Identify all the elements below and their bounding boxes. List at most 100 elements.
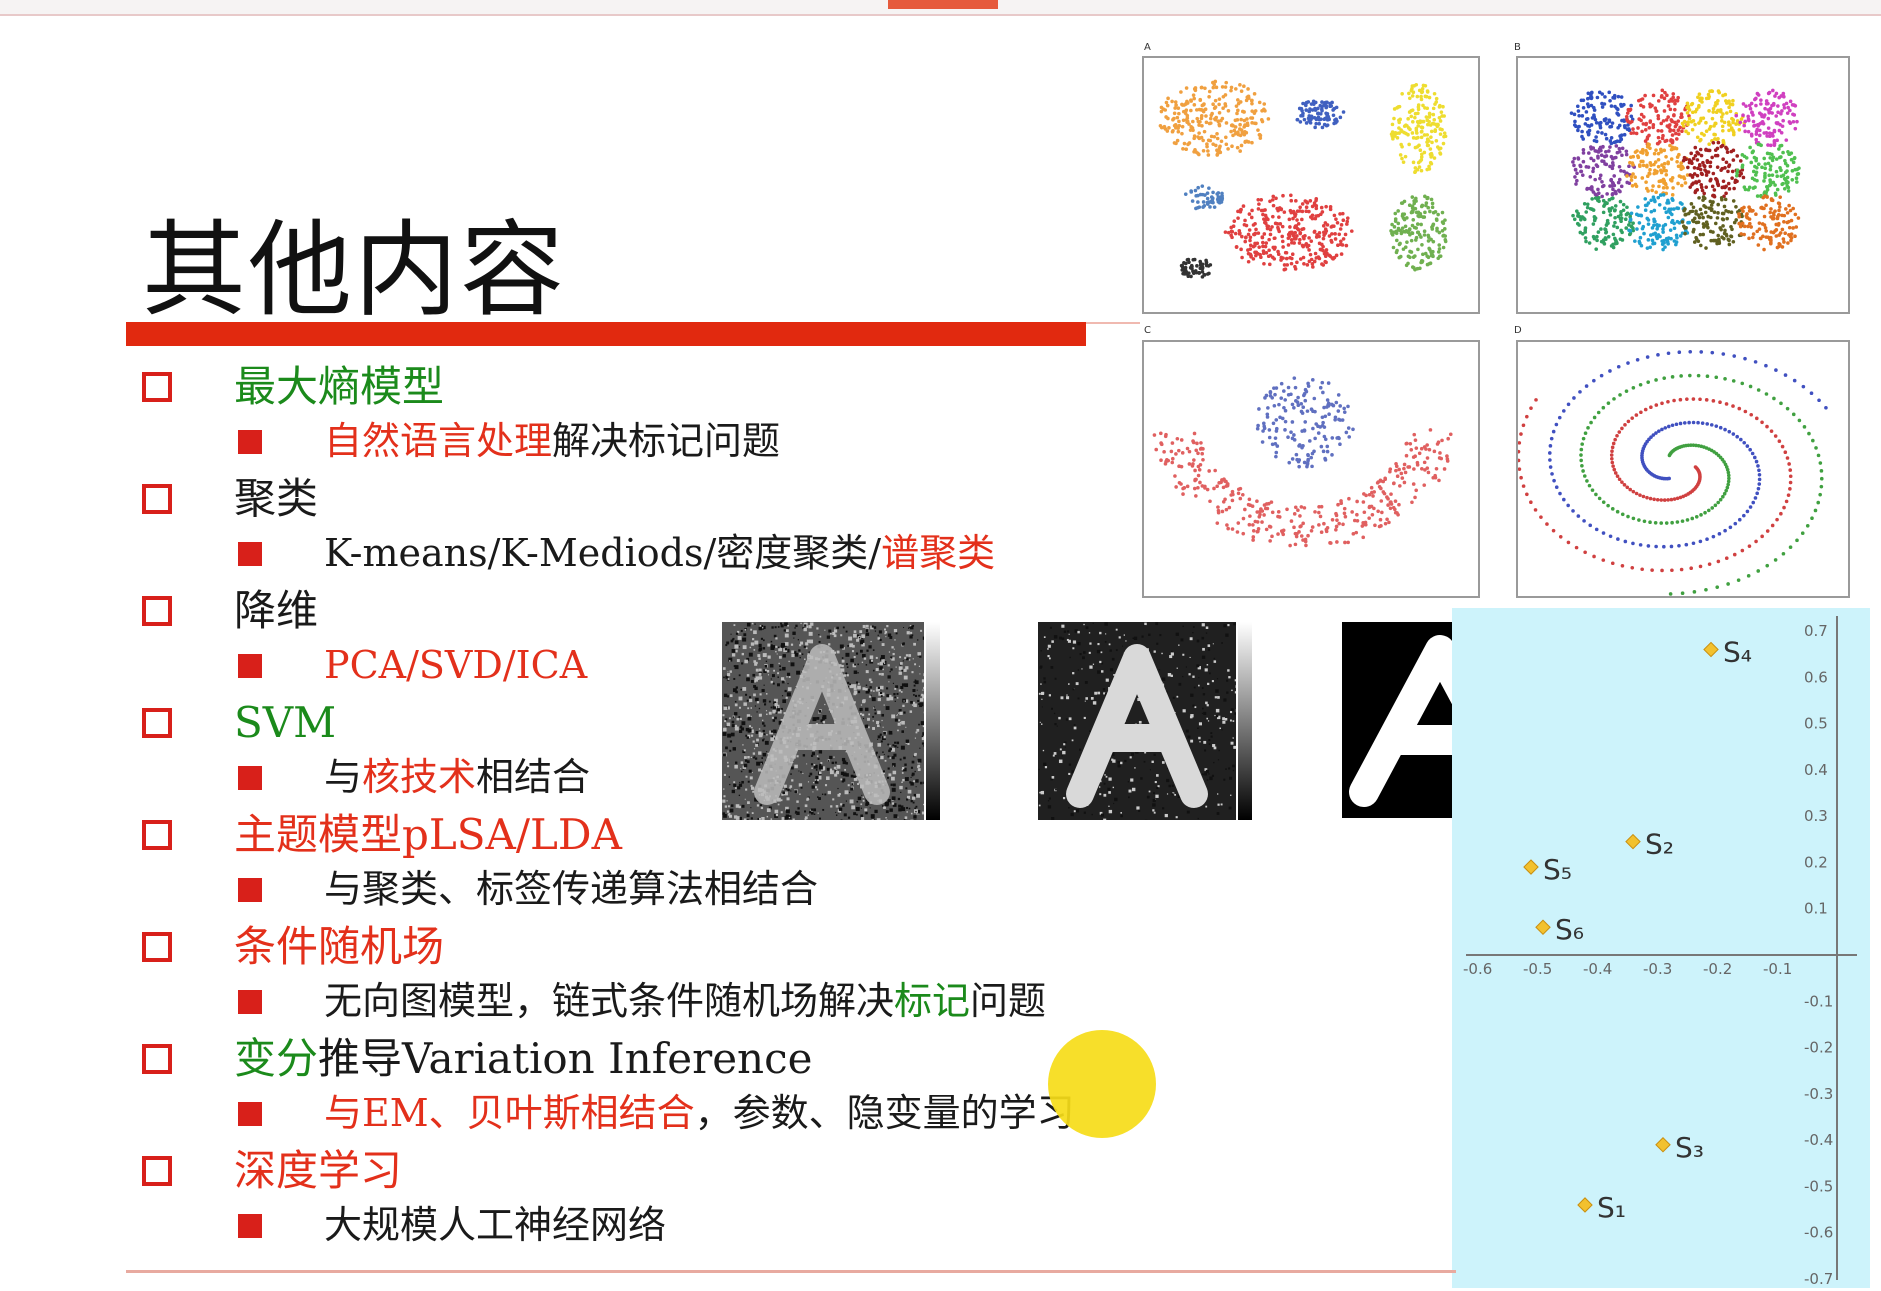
bullet-subitem-text: 自然语言处理 bbox=[324, 419, 553, 463]
checkbox-bullet-icon bbox=[142, 372, 172, 402]
scatter-point-label: S₃ bbox=[1675, 1131, 1704, 1164]
square-bullet-icon bbox=[238, 654, 262, 678]
slide-bottom-line bbox=[126, 1270, 1456, 1273]
letter-image-partial bbox=[1038, 622, 1236, 820]
bullet-subitem-text: PCA/SVD/ICA bbox=[324, 643, 588, 687]
colorbar-1 bbox=[926, 622, 940, 820]
scatter-point bbox=[1655, 1136, 1671, 1153]
bullet-subitem: K-means/K-Mediods/密度聚类/谱聚类 bbox=[324, 530, 995, 576]
bullet-subitem-text: 核技术 bbox=[362, 755, 477, 799]
panel-label-a: A bbox=[1144, 42, 1151, 53]
pointer-highlight bbox=[1048, 1030, 1156, 1138]
bullet-subitem-text: 与EM、贝叶斯相结合 bbox=[324, 1091, 695, 1135]
title-underline-bar bbox=[126, 322, 1086, 346]
y-tick-label: 0.7 bbox=[1804, 622, 1828, 640]
cluster-plot-c bbox=[1152, 376, 1453, 548]
bullet-heading-text: 推导Variation Inference bbox=[318, 1034, 813, 1083]
bullet-subitem: 与EM、贝叶斯相结合，参数、隐变量的学习 bbox=[324, 1090, 1075, 1136]
bullet-heading-text: 变分 bbox=[234, 1034, 319, 1083]
scatter-point bbox=[1625, 833, 1641, 850]
square-bullet-icon bbox=[238, 766, 262, 790]
x-tick-label: -0.2 bbox=[1703, 960, 1732, 978]
bullet-subitem-text: 大规模人工神经网络 bbox=[324, 1203, 667, 1247]
bullet-subitem-text: 问题 bbox=[970, 979, 1047, 1023]
panel-label-c: C bbox=[1144, 325, 1151, 336]
checkbox-bullet-icon bbox=[142, 484, 172, 514]
y-tick-label: 0.6 bbox=[1804, 668, 1828, 686]
scatter-point bbox=[1523, 859, 1539, 875]
bullet-heading: 主题模型pLSA/LDA bbox=[234, 810, 622, 860]
panel-label-b: B bbox=[1514, 42, 1521, 53]
scatter-point bbox=[1703, 641, 1719, 658]
checkbox-bullet-icon bbox=[142, 708, 172, 738]
letter-a-partial bbox=[1038, 622, 1236, 820]
checkbox-bullet-icon bbox=[142, 1156, 172, 1186]
cluster-panel-a bbox=[1142, 56, 1480, 314]
slide-title: 其他内容 bbox=[142, 209, 567, 331]
scatter-point-label: S₄ bbox=[1723, 636, 1752, 669]
bullet-subitem: 与聚类、标签传递算法相结合 bbox=[324, 866, 818, 912]
y-tick-label: -0.3 bbox=[1804, 1085, 1833, 1103]
letter-image-noisy bbox=[722, 622, 924, 820]
cluster-plot-b bbox=[1569, 88, 1801, 252]
square-bullet-icon bbox=[238, 1102, 262, 1126]
cluster-plot-a bbox=[1158, 79, 1448, 279]
bullet-subitem-text: 与 bbox=[324, 755, 363, 799]
bullet-heading: 变分推导Variation Inference bbox=[234, 1034, 812, 1084]
title-underline-extension bbox=[1086, 322, 1140, 324]
bullet-subitem: 自然语言处理解决标记问题 bbox=[324, 418, 780, 464]
x-tick-label: -0.4 bbox=[1583, 960, 1612, 978]
bullet-subitem: 大规模人工神经网络 bbox=[324, 1202, 666, 1248]
checkbox-bullet-icon bbox=[142, 596, 172, 626]
panel-label-d: D bbox=[1514, 325, 1522, 336]
bullet-heading-text: SVM bbox=[234, 698, 337, 747]
scatter-point-label: S₆ bbox=[1555, 913, 1584, 946]
bullet-heading: SVM bbox=[234, 698, 336, 748]
square-bullet-icon bbox=[238, 430, 262, 454]
scatter-plot-background bbox=[1452, 608, 1870, 1288]
cluster-panel-b bbox=[1516, 56, 1850, 314]
bullet-subitem-text: 标记 bbox=[894, 979, 971, 1023]
bullet-heading-text: 条件随机场 bbox=[234, 922, 445, 971]
x-tick-label: -0.1 bbox=[1763, 960, 1792, 978]
bullet-heading: 降维 bbox=[234, 586, 318, 636]
bullet-subitem-text: 与聚类、标签传递算法相结合 bbox=[324, 867, 819, 911]
cluster-panel-d bbox=[1516, 340, 1850, 598]
bullet-heading: 聚类 bbox=[234, 474, 318, 524]
y-tick-label: -0.2 bbox=[1804, 1039, 1833, 1057]
scatter-point bbox=[1535, 919, 1551, 936]
y-tick-label: -0.5 bbox=[1804, 1177, 1833, 1195]
y-tick-label: 0.2 bbox=[1804, 853, 1828, 871]
bullet-heading: 最大熵模型 bbox=[234, 362, 444, 412]
scatter-point-label: S₅ bbox=[1543, 853, 1572, 886]
bullet-heading: 深度学习 bbox=[234, 1146, 402, 1196]
cluster-panel-c bbox=[1142, 340, 1480, 598]
checkbox-bullet-icon bbox=[142, 932, 172, 962]
scatter-plot: 0.7 0.6 0.5 0.4 0.3 0.2 0.1 -0.1 -0.2 -0.3 -0.4 -0.… bbox=[1463, 616, 1857, 1288]
y-tick-label: 0.5 bbox=[1804, 715, 1828, 733]
y-tick-label: 0.1 bbox=[1804, 900, 1828, 918]
x-tick-label: -0.3 bbox=[1643, 960, 1672, 978]
y-tick-label: -0.4 bbox=[1804, 1131, 1833, 1149]
bullet-heading-text: 降维 bbox=[234, 586, 319, 635]
letter-a-noisy bbox=[722, 622, 924, 820]
bullet-subitem: PCA/SVD/ICA bbox=[324, 642, 587, 688]
y-tick-label: -0.1 bbox=[1804, 992, 1833, 1010]
slide-progress-marker bbox=[888, 0, 998, 9]
y-tick-label: 0.3 bbox=[1804, 807, 1828, 825]
bullet-subitem-text: 无向图模型，链式条件随机场解决 bbox=[324, 979, 895, 1023]
bullet-heading-text: 最大熵模型 bbox=[234, 362, 445, 411]
square-bullet-icon bbox=[238, 878, 262, 902]
bullet-subitem: 无向图模型，链式条件随机场解决标记问题 bbox=[324, 978, 1046, 1024]
y-tick-label: -0.7 bbox=[1804, 1270, 1833, 1288]
scatter-point bbox=[1577, 1197, 1593, 1213]
bullet-subitem-text: ，参数、隐变量的学习 bbox=[694, 1091, 1075, 1135]
checkbox-bullet-icon bbox=[142, 1044, 172, 1074]
bullet-subitem: 与核技术相结合 bbox=[324, 754, 590, 800]
bullet-subitem-text: 解决标记问题 bbox=[552, 419, 781, 463]
checkbox-bullet-icon bbox=[142, 820, 172, 850]
x-tick-label: -0.6 bbox=[1463, 960, 1492, 978]
colorbar-2 bbox=[1238, 622, 1252, 820]
x-tick-label: -0.5 bbox=[1523, 960, 1552, 978]
square-bullet-icon bbox=[238, 990, 262, 1014]
